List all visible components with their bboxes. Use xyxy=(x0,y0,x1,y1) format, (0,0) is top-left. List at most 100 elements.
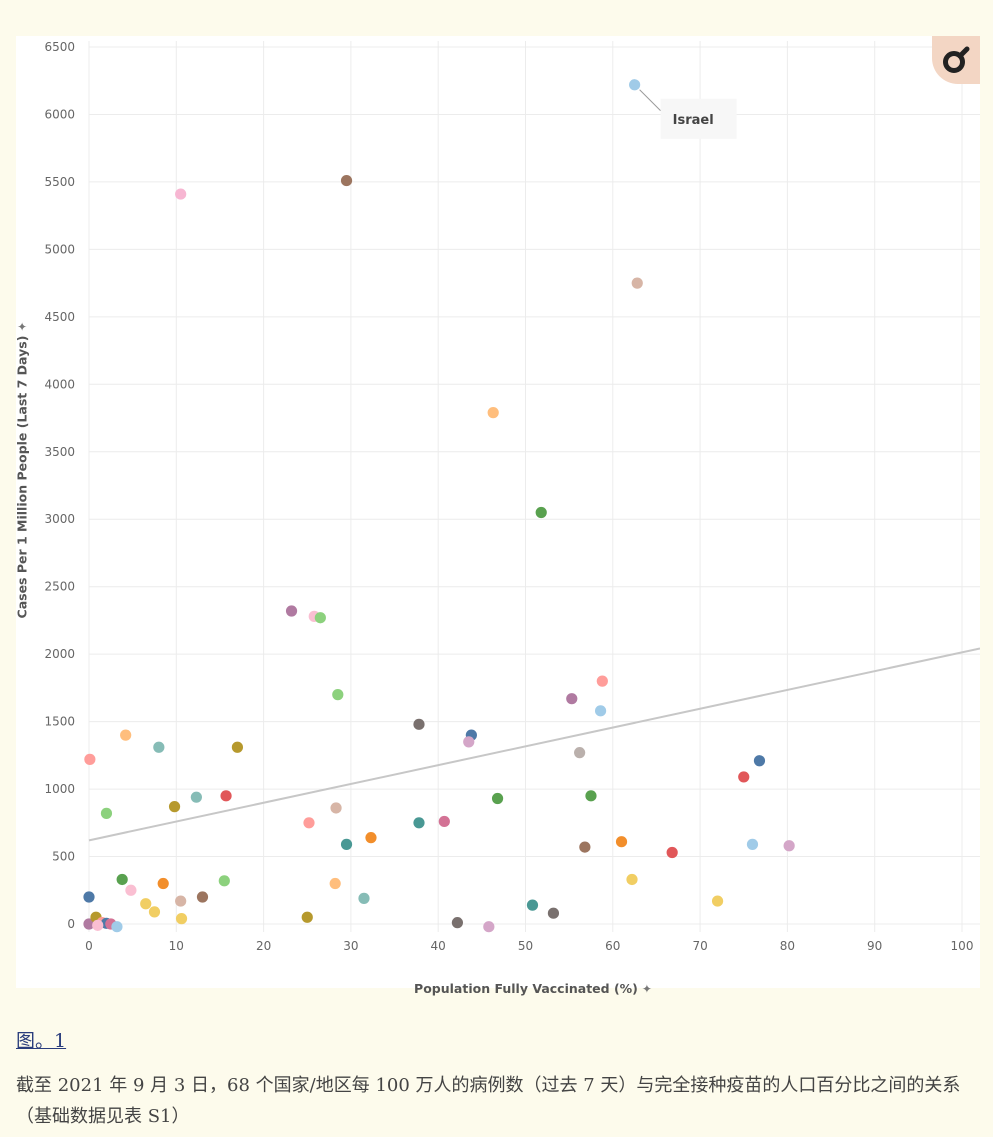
y-axis-title: Cases Per 1 Million People (Last 7 Days)… xyxy=(15,322,30,619)
data-point[interactable] xyxy=(365,832,377,844)
data-point[interactable] xyxy=(231,741,244,753)
data-point[interactable] xyxy=(220,790,232,802)
annotation-layer: Israel xyxy=(639,89,737,139)
data-point[interactable] xyxy=(153,741,165,753)
grid-layer xyxy=(88,41,980,932)
annotation-box xyxy=(660,98,737,139)
data-point[interactable] xyxy=(487,407,499,419)
data-point[interactable] xyxy=(330,802,342,814)
data-point[interactable] xyxy=(596,675,608,687)
data-point[interactable] xyxy=(738,771,750,783)
data-point[interactable] xyxy=(526,899,539,911)
data-point[interactable] xyxy=(463,736,475,748)
annotation-label: Israel xyxy=(673,113,714,128)
data-point[interactable] xyxy=(340,174,353,187)
trend-line xyxy=(88,647,980,842)
data-point[interactable] xyxy=(483,921,495,933)
data-point[interactable] xyxy=(140,898,152,910)
data-point[interactable] xyxy=(111,921,123,933)
zoom-button[interactable] xyxy=(932,36,980,84)
data-point[interactable] xyxy=(157,877,169,890)
data-point[interactable] xyxy=(413,718,425,730)
x-tick-label: 60 xyxy=(605,939,620,953)
data-point[interactable] xyxy=(314,612,326,624)
y-tick-label: 3500 xyxy=(44,445,75,459)
point-layer xyxy=(83,79,795,933)
data-point[interactable] xyxy=(711,895,724,907)
x-axis-title: Population Fully Vaccinated (%) ✦ xyxy=(414,981,652,996)
data-point[interactable] xyxy=(615,836,628,848)
data-point[interactable] xyxy=(100,807,113,819)
data-point[interactable] xyxy=(116,873,128,886)
x-tick-label: 80 xyxy=(780,939,795,953)
data-point[interactable] xyxy=(585,790,597,802)
data-point[interactable] xyxy=(175,913,188,925)
data-point[interactable] xyxy=(120,729,132,741)
data-point[interactable] xyxy=(753,755,766,767)
data-point[interactable] xyxy=(148,906,161,918)
data-point[interactable] xyxy=(196,891,209,903)
x-tick-label: 20 xyxy=(256,939,271,953)
x-tick-label: 70 xyxy=(692,939,707,953)
y-tick-label: 4500 xyxy=(44,310,75,324)
data-point[interactable] xyxy=(413,817,425,829)
data-point[interactable] xyxy=(84,753,96,765)
data-point[interactable] xyxy=(535,506,547,519)
y-tick-label: 2000 xyxy=(44,647,75,661)
scatter-plot: 0500100015002000250030003500400045005000… xyxy=(44,40,980,953)
data-point[interactable] xyxy=(125,884,137,896)
data-point[interactable] xyxy=(666,846,678,859)
data-point[interactable] xyxy=(83,918,95,930)
x-axis-label: Population Fully Vaccinated (%) xyxy=(414,981,638,996)
data-point[interactable] xyxy=(329,877,341,890)
x-tick-label: 10 xyxy=(169,939,184,953)
data-point[interactable] xyxy=(574,747,586,759)
data-point[interactable] xyxy=(358,892,370,904)
data-point[interactable] xyxy=(175,188,187,200)
magnifier-icon xyxy=(943,46,970,73)
figure-link[interactable]: 图。1 xyxy=(16,1030,67,1052)
figure-caption: 截至 2021 年 9 月 3 日，68 个国家/地区每 100 万人的病例数（… xyxy=(16,1075,961,1127)
data-point[interactable] xyxy=(340,838,353,850)
data-point[interactable] xyxy=(566,693,578,705)
data-point[interactable] xyxy=(491,792,504,805)
data-point[interactable] xyxy=(746,838,759,850)
data-point[interactable] xyxy=(190,791,202,803)
data-point[interactable] xyxy=(285,605,298,617)
axis-layer: 0500100015002000250030003500400045005000… xyxy=(44,40,973,953)
data-point[interactable] xyxy=(451,917,464,929)
data-point[interactable] xyxy=(631,277,643,289)
x-tick-label: 90 xyxy=(867,939,882,953)
y-tick-label: 0 xyxy=(67,917,75,931)
data-point[interactable] xyxy=(547,907,560,919)
data-point[interactable] xyxy=(629,79,641,91)
y-tick-label: 4000 xyxy=(44,377,75,391)
chart-panel: 0 500 1000 1500 2000 2500 3000 3500 4000 4500 5000… xyxy=(16,36,980,988)
data-point[interactable] xyxy=(168,801,181,813)
y-tick-label: 6500 xyxy=(44,40,75,54)
data-point[interactable] xyxy=(92,919,104,931)
y-axis-label: Cases Per 1 Million People (Last 7 Days) xyxy=(14,335,30,619)
x-tick-label: 0 xyxy=(85,939,93,953)
data-point[interactable] xyxy=(218,875,230,887)
data-point[interactable] xyxy=(579,841,591,853)
x-tick-label: 100 xyxy=(951,939,974,953)
data-point[interactable] xyxy=(175,895,187,907)
pin-icon[interactable]: ✦ xyxy=(641,982,652,996)
data-point[interactable] xyxy=(332,689,344,701)
x-tick-label: 40 xyxy=(431,939,446,953)
data-point[interactable] xyxy=(594,705,607,717)
annotation-leader xyxy=(639,89,661,112)
data-point[interactable] xyxy=(438,815,450,828)
y-tick-label: 2500 xyxy=(44,580,75,594)
pin-icon[interactable]: ✦ xyxy=(15,321,30,332)
trend-layer xyxy=(88,647,980,842)
y-tick-label: 1000 xyxy=(44,782,75,796)
data-point[interactable] xyxy=(301,911,313,923)
data-point[interactable] xyxy=(626,873,638,886)
x-tick-label: 30 xyxy=(343,939,358,953)
data-point[interactable] xyxy=(303,817,315,829)
y-tick-label: 5500 xyxy=(44,175,75,189)
data-point[interactable] xyxy=(83,891,95,903)
data-point[interactable] xyxy=(783,840,795,852)
